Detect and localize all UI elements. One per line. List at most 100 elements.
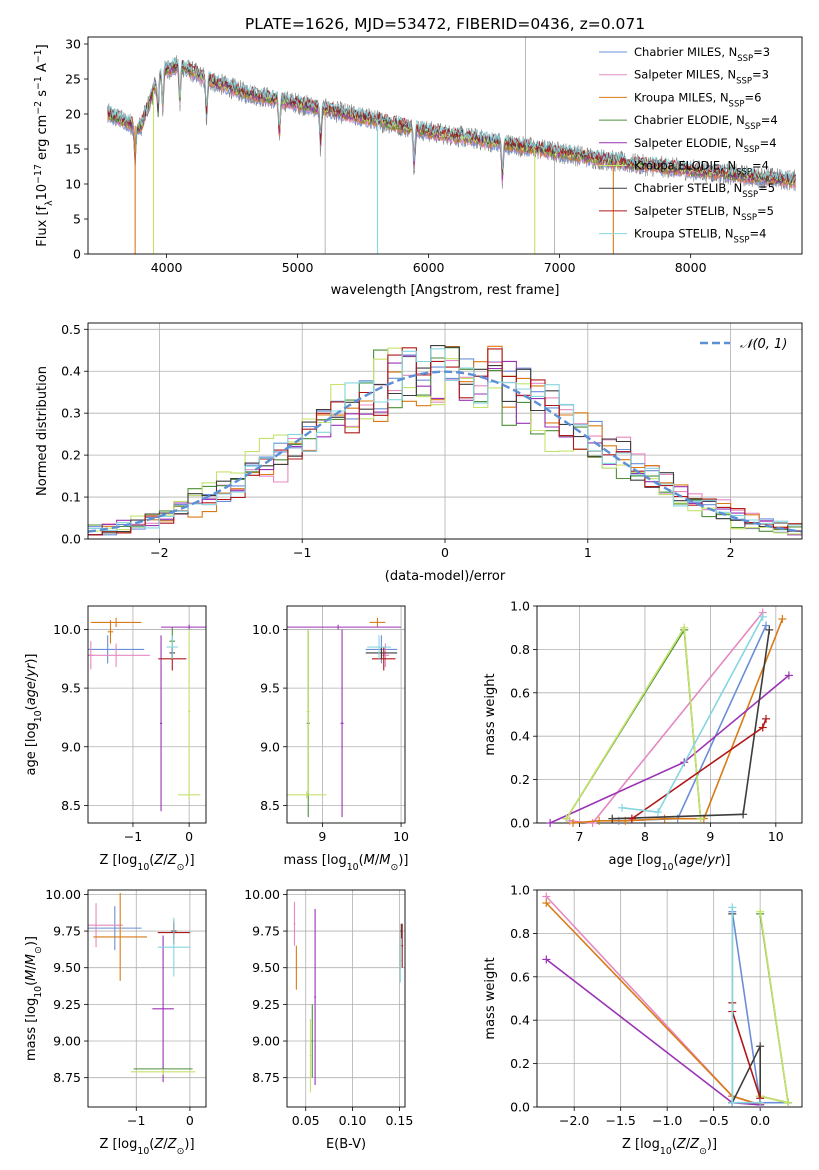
x-tick-label: −1.0: [652, 1113, 682, 1128]
label-part: log: [642, 853, 662, 868]
label-part: ⊙: [33, 946, 44, 954]
legend-sub: SSP: [741, 213, 757, 223]
legend-sub: SSP: [729, 99, 745, 109]
y-tick-label: 10.00: [244, 887, 280, 902]
histogram-legend: 𝒩(0, 1): [700, 337, 787, 352]
x-tick-label: 0.05: [292, 1113, 320, 1128]
x-tick-label: 0: [186, 1113, 194, 1128]
label-part: λ: [44, 200, 55, 206]
x-tick-label: −1: [293, 545, 311, 560]
legend-sub: SSP: [736, 77, 752, 87]
y-tick-label: 9.50: [252, 960, 280, 975]
label-part: log: [640, 1137, 660, 1152]
x-tick-label: −2: [150, 545, 168, 560]
y-tick-label: 30: [65, 37, 81, 52]
plot-area: [107, 37, 796, 254]
legend-tail: =3: [752, 68, 769, 82]
label-part: E(B-V): [326, 1137, 366, 1152]
y-tick-label: 8.5: [260, 798, 280, 813]
x-tick-label: 9: [318, 829, 326, 844]
label-part: (: [24, 705, 39, 710]
legend-entry: Chabrier ELODIE, NSSP=4: [634, 113, 778, 132]
label-part: A: [35, 63, 50, 76]
y-tick-label: 0.6: [510, 969, 530, 984]
legend-text: Chabrier MILES, N: [634, 45, 737, 59]
x-tick-label: 7000: [544, 260, 576, 275]
x-tick-label: 7: [576, 829, 584, 844]
label-part: age [: [24, 742, 39, 775]
axes-frame: [87, 605, 207, 824]
legend-sub: SSP: [744, 145, 760, 155]
y-tick-label: 0.4: [510, 1013, 530, 1028]
legend-text: Kroupa STELIB, N: [634, 227, 734, 241]
y-tick-label: 0.2: [510, 772, 530, 787]
label-part: 10: [660, 1146, 672, 1157]
label-part: 10: [347, 862, 359, 873]
y-axis-label: mass weight: [483, 673, 498, 755]
chart-residual_histogram: −2 −1 0 1 2 0.0 0.1 0.2 0.3 0.4 0.5 (data-model)/er…: [35, 322, 803, 584]
x-axis-label: Z [log10(Z/Z⊙)]: [99, 853, 194, 873]
plot-area: [88, 892, 196, 1083]
y-tick-label: 5: [73, 212, 81, 227]
y-tick-label: 0.3: [61, 406, 81, 421]
label-part: )]: [720, 853, 730, 868]
label-part: M: [379, 853, 390, 868]
y-tick-label: 1.0: [510, 599, 530, 614]
legend-entry: Salpeter ELODIE, NSSP=4: [634, 136, 777, 155]
label-part: log: [327, 853, 347, 868]
x-axis-label: (data-model)/error: [385, 569, 506, 584]
plot-area: [88, 345, 802, 536]
label-part: Z: [689, 1137, 700, 1152]
label-part: log: [118, 853, 138, 868]
label-part: s: [35, 90, 50, 101]
y-tick-label: 0.4: [510, 729, 530, 744]
y-tick-label: 9.50: [53, 960, 81, 975]
label-part: /: [163, 1137, 168, 1152]
label-part: )]: [184, 1137, 194, 1152]
plot-area: [293, 901, 404, 1093]
y-tick-label: 8.75: [53, 1070, 81, 1085]
label-part: ⊙: [391, 862, 399, 873]
label-part: Z [: [99, 1137, 117, 1152]
label-part: /: [24, 965, 39, 970]
chart-spectrum: 4000 5000 6000 7000 8000 0 5 10 15 20 25 30 waveleng…: [33, 37, 803, 298]
label-part: yr: [24, 662, 39, 678]
label-part: ]: [35, 44, 50, 49]
y-tick-label: 10.0: [53, 622, 81, 637]
y-tick-label: 0.0: [61, 532, 81, 547]
histogram-5: [88, 347, 802, 535]
weight-line-1: [569, 611, 764, 824]
label-part: yr: [706, 853, 722, 868]
normal-curve: [88, 370, 802, 533]
label-part: (: [359, 853, 364, 868]
y-tick-label: 0.1: [61, 490, 81, 505]
chart-mass_weight_vs_Z: −2.0 −1.5 −1.0 −0.5 0.0 0.0 0.2 0.4 0.6 0.8 1.0 Z […: [483, 883, 803, 1157]
label-part: /: [375, 853, 380, 868]
x-tick-label: 10: [393, 829, 409, 844]
label-part: (data-model)/error: [385, 569, 506, 584]
legend-tail: =4: [761, 113, 778, 127]
x-tick-label: −1: [124, 829, 142, 844]
label-part: (: [674, 853, 679, 868]
legend-tail: =5: [757, 204, 774, 218]
legend-entry: Chabrier MILES, NSSP=3: [634, 45, 770, 64]
label-part: mass weight: [483, 673, 498, 755]
label-part: )]: [24, 653, 39, 663]
legend-tail: =4: [752, 159, 769, 173]
label-part: /: [703, 853, 708, 868]
label-part: Z [: [99, 853, 117, 868]
label-part: 10: [33, 986, 44, 998]
label-part: 10: [33, 710, 44, 722]
y-tick-label: 9.25: [252, 997, 280, 1012]
plot-area: [287, 617, 402, 818]
legend-text: Kroupa MILES, N: [634, 90, 729, 104]
weight-line-5: [565, 625, 702, 820]
legend-text: Salpeter ELODIE, N: [634, 136, 744, 150]
label-part: −17: [33, 164, 44, 184]
x-tick-label: 10: [768, 829, 784, 844]
y-axis-label: Normed distribution: [35, 366, 50, 496]
legend-entry: 𝒩(0, 1): [740, 337, 787, 352]
label-part: mass weight: [483, 957, 498, 1039]
